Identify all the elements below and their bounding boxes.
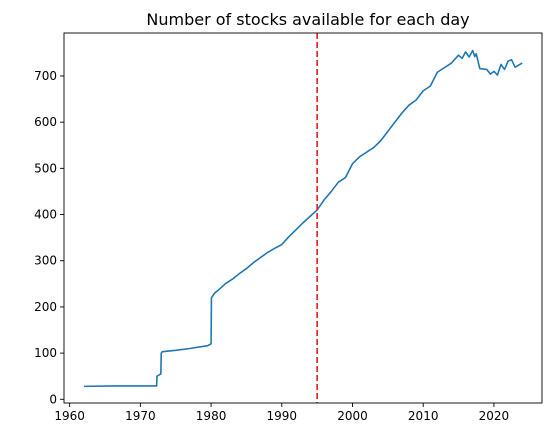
x-tick-label: 1960 [54,409,85,423]
y-tick-label: 100 [34,346,57,360]
x-tick-label: 1970 [125,409,156,423]
y-tick-label: 200 [34,300,57,314]
y-tick-label: 500 [34,161,57,175]
y-tick-label: 400 [34,208,57,222]
x-tick-label: 2000 [337,409,368,423]
y-tick-label: 700 [34,69,57,83]
plot-area [63,32,543,404]
x-tick-label: 1980 [196,409,227,423]
series-line-0 [83,49,523,388]
y-axis: 0 100 200 300 400 500 600 700 [34,69,64,406]
chart-title: Number of stocks available for each day [146,10,469,29]
y-tick-label: 0 [49,392,57,406]
x-tick-label: 1990 [267,409,298,423]
axes-frame [63,32,543,404]
y-tick-label: 600 [34,115,57,129]
x-tick-label: 2020 [479,409,510,423]
x-tick-label: 2010 [408,409,439,423]
y-tick-label: 300 [34,254,57,268]
x-axis: 1960 1970 1980 1990 2000 2010 2020 [54,403,509,423]
